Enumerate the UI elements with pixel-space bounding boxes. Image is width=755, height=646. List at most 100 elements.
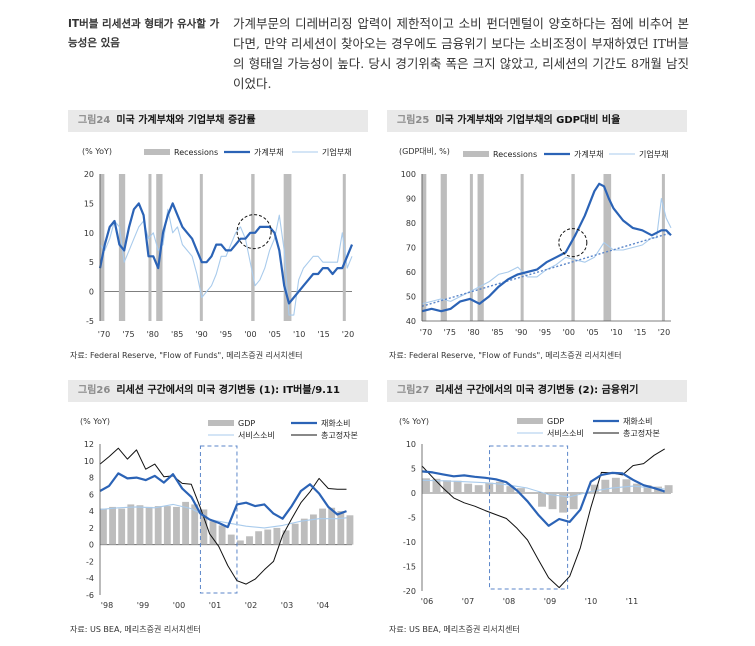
y-axis-unit: (GDP대비, %) bbox=[399, 147, 450, 156]
x-tick-label: '00 bbox=[173, 601, 185, 610]
highlight-circle bbox=[236, 214, 272, 250]
x-tick-label: '08 bbox=[503, 597, 515, 606]
y-tick-label: -4 bbox=[86, 574, 94, 583]
x-tick-label: '09 bbox=[544, 597, 556, 606]
series-line bbox=[99, 472, 347, 529]
side-note: IT버블 리세션과 형태가 유사할 가능성은 있음 bbox=[68, 18, 220, 49]
x-tick-label: '75 bbox=[444, 328, 456, 337]
x-tick-label: '00 bbox=[563, 328, 575, 337]
legend-swatch bbox=[144, 149, 170, 155]
recession-band bbox=[199, 174, 203, 321]
gdp-bar bbox=[100, 508, 107, 545]
x-tick-label: '75 bbox=[122, 330, 134, 339]
x-tick-label: '04 bbox=[317, 601, 329, 610]
gdp-bar bbox=[432, 478, 441, 493]
legend-label: GDP bbox=[547, 417, 564, 426]
gdp-bar bbox=[255, 531, 263, 545]
intro-paragraph: 가계부문의 디레버리징 압력이 제한적이고 소비 펀더멘털이 양호하다는 점에 … bbox=[233, 16, 689, 91]
gdp-bar bbox=[464, 483, 473, 493]
gdp-bar bbox=[548, 493, 557, 510]
gdp-bar bbox=[310, 514, 317, 545]
series-line bbox=[421, 479, 665, 498]
gdp-bar bbox=[118, 508, 126, 545]
y-tick-label: 6 bbox=[89, 490, 94, 499]
x-tick-label: '10 bbox=[610, 328, 622, 337]
series-line bbox=[421, 470, 666, 527]
source-note: 자료: Federal Reserve, "Flow of Funds", 메리… bbox=[70, 351, 303, 360]
y-axis-unit: (% YoY) bbox=[82, 147, 112, 156]
recession-band bbox=[477, 174, 484, 321]
x-tick-label: '70 bbox=[98, 330, 110, 339]
x-tick-label: '99 bbox=[137, 601, 149, 610]
gdp-bar bbox=[337, 511, 345, 545]
recession-band bbox=[148, 174, 152, 321]
gdp-bar bbox=[346, 515, 354, 545]
series-line bbox=[421, 232, 672, 307]
figure-title: 그림24 미국 가계부채와 기업부채 증감률 bbox=[68, 110, 368, 132]
y-tick-label: 5 bbox=[411, 465, 416, 474]
legend-label: Recessions bbox=[493, 150, 537, 159]
figure-caption: 리세션 구간에서의 미국 경기변동 (2): 금융위기 bbox=[435, 385, 639, 396]
gdp-bar bbox=[633, 483, 641, 493]
gdp-bar bbox=[611, 477, 620, 493]
figure-caption: 미국 가계부채와 기업부채의 GDP대비 비율 bbox=[435, 115, 621, 126]
legend-label: 가계부채 bbox=[254, 147, 283, 157]
x-tick-label: '15 bbox=[634, 328, 646, 337]
figure-number: 그림24 bbox=[78, 115, 111, 126]
y-tick-label: 15 bbox=[84, 199, 94, 208]
gdp-bar bbox=[291, 523, 299, 545]
y-tick-label: 2 bbox=[89, 524, 94, 533]
y-tick-label: 0 bbox=[89, 288, 94, 297]
series-line bbox=[98, 202, 354, 305]
legend-label: 기업부채 bbox=[639, 149, 668, 159]
y-tick-label: 20 bbox=[84, 170, 94, 179]
y-tick-label: 8 bbox=[89, 474, 94, 483]
gdp-bar bbox=[209, 521, 217, 545]
x-tick-label: '10 bbox=[293, 330, 305, 339]
y-tick-label: 5 bbox=[89, 258, 94, 267]
figure-caption: 미국 가계부채와 기업부채 증감률 bbox=[116, 115, 256, 126]
x-tick-label: '05 bbox=[586, 328, 598, 337]
gdp-bar bbox=[328, 507, 336, 545]
gdp-bar bbox=[127, 504, 135, 545]
legend-label: 서비스소비 bbox=[547, 429, 584, 438]
legend-label: 재화소비 bbox=[321, 419, 350, 428]
y-tick-label: 80 bbox=[406, 219, 416, 228]
y-tick-label: 10 bbox=[406, 440, 416, 449]
figure-caption: 리세션 구간에서의 미국 경기변동 (1): IT버블/9.11 bbox=[116, 385, 340, 396]
x-tick-label: '98 bbox=[101, 601, 113, 610]
x-tick-label: '03 bbox=[281, 601, 293, 610]
gdp-bar bbox=[109, 506, 116, 545]
gdp-bar bbox=[538, 493, 546, 507]
y-tick-label: 10 bbox=[84, 457, 94, 466]
legend-label: GDP bbox=[238, 419, 255, 428]
x-tick-label: '00 bbox=[244, 330, 256, 339]
series-line bbox=[421, 182, 672, 313]
gdp-bar bbox=[182, 501, 190, 545]
x-tick-label: '90 bbox=[195, 330, 207, 339]
y-axis-unit: (% YoY) bbox=[80, 417, 110, 426]
gdp-bar bbox=[273, 527, 281, 545]
figure-number: 그림26 bbox=[78, 385, 111, 396]
gdp-bar bbox=[136, 505, 144, 545]
x-tick-label: '02 bbox=[245, 601, 257, 610]
y-tick-label: 40 bbox=[406, 317, 416, 326]
x-tick-label: '95 bbox=[220, 330, 232, 339]
x-tick-label: '95 bbox=[539, 328, 551, 337]
y-tick-label: -5 bbox=[408, 514, 416, 523]
legend-swatch bbox=[517, 418, 543, 424]
gdp-bar bbox=[191, 504, 199, 545]
gdp-bar bbox=[145, 506, 153, 545]
series-line bbox=[99, 208, 353, 316]
gdp-bar bbox=[319, 508, 326, 545]
y-tick-label: 10 bbox=[84, 229, 94, 238]
source-note: 자료: US BEA, 메리츠증권 리서치센터 bbox=[389, 625, 520, 634]
source-note: 자료: Federal Reserve, "Flow of Funds", 메리… bbox=[389, 351, 622, 360]
y-tick-label: 4 bbox=[89, 507, 94, 516]
x-tick-label: '20 bbox=[342, 330, 354, 339]
x-tick-label: '11 bbox=[626, 597, 638, 606]
gdp-bar bbox=[154, 506, 162, 545]
recession-band bbox=[251, 174, 255, 321]
